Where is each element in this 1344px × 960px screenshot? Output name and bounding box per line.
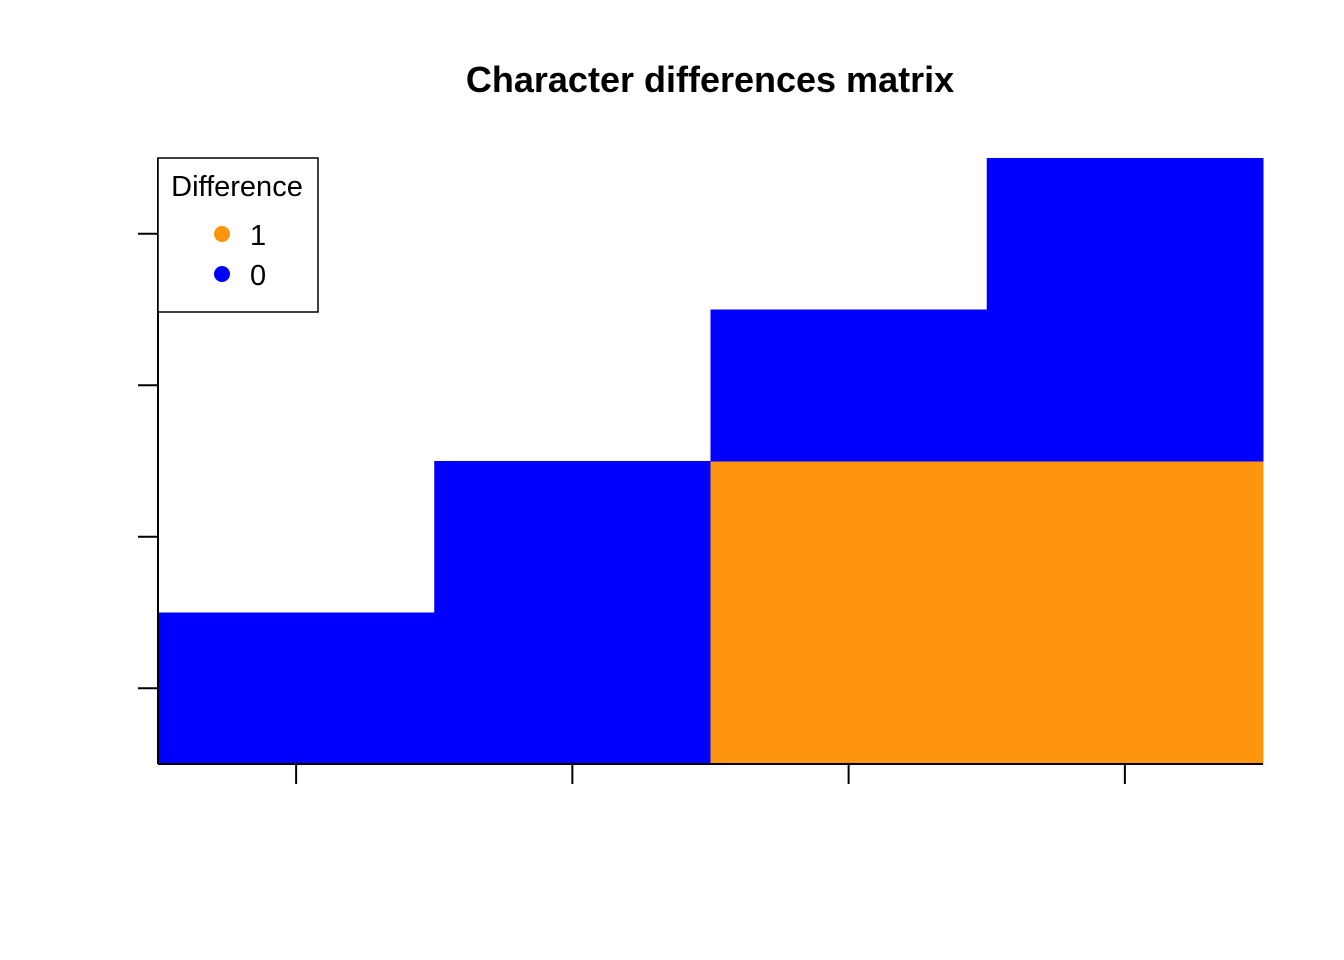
heatmap-cell-r1-c4 (986, 612, 1264, 765)
heatmap-cell-r3-c4 (986, 309, 1264, 462)
chart-title: Character differences matrix (466, 59, 954, 100)
legend-swatch-1 (214, 226, 230, 242)
heatmap-cell-r1-c2 (434, 612, 711, 765)
legend-label-0: 0 (250, 260, 266, 292)
heatmap-cell-r2-c3 (710, 461, 988, 613)
heatmap-cell-r1-c3 (710, 612, 988, 765)
heatmap-cell-r2-c4 (986, 461, 1264, 613)
legend-title: Difference (171, 171, 303, 203)
legend-label-1: 1 (250, 220, 266, 252)
legend-box (157, 157, 319, 313)
heatmap-cell-r3-c3 (710, 309, 988, 462)
heatmap-cell-r2-c2 (434, 461, 711, 613)
legend-swatch-0 (214, 266, 230, 282)
heatmap-cell-r4-c4 (986, 158, 1264, 310)
heatmap-cell-r1-c1 (158, 612, 435, 765)
legend: Difference 1 0 (157, 157, 319, 313)
heatmap-cells (158, 158, 1264, 765)
